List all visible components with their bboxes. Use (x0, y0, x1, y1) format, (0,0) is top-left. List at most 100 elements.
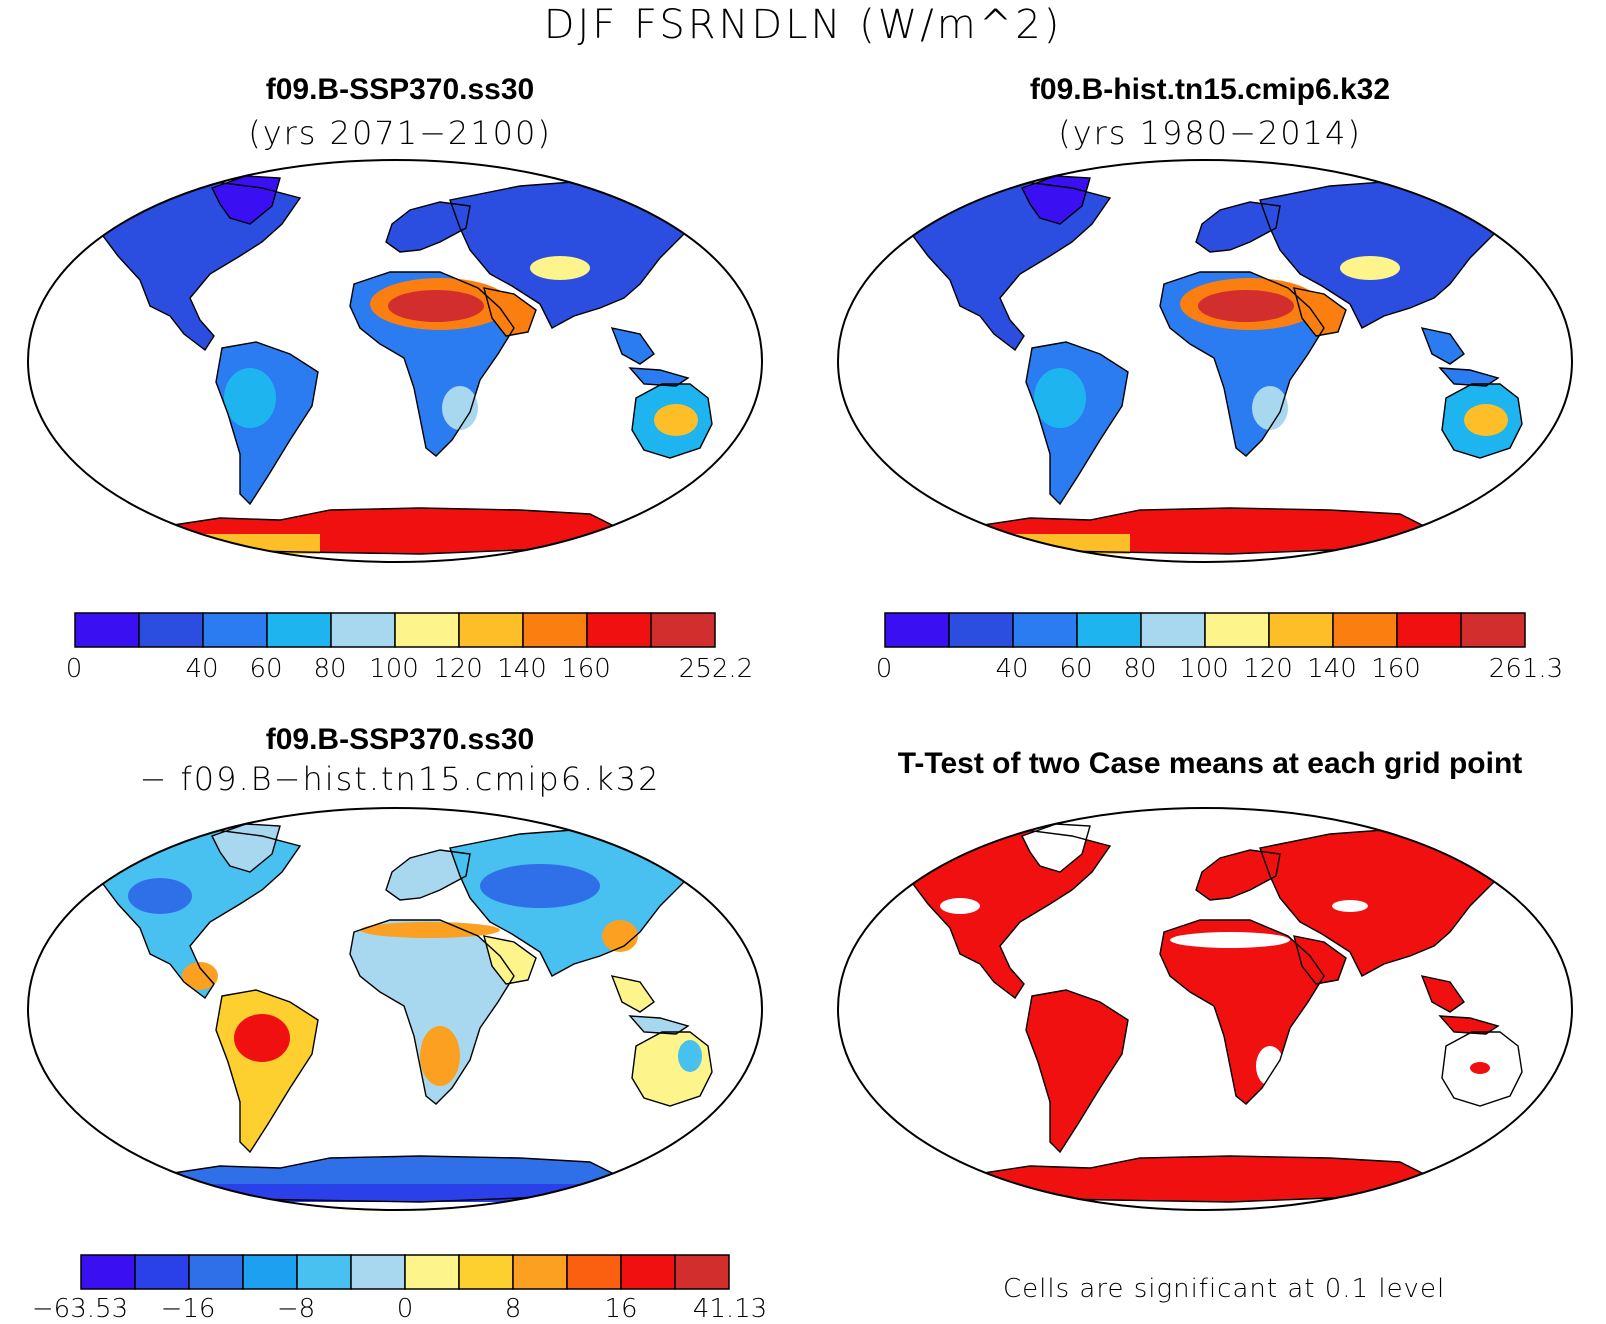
colorbar-tick: 40 (995, 654, 1029, 684)
colorbar-swatch (242, 1254, 298, 1290)
colorbar-swatch (188, 1254, 244, 1290)
samerica-coastline (215, 989, 319, 1154)
indo-region (1440, 368, 1498, 386)
namerica-coastline (91, 827, 302, 1000)
asia-region (1260, 828, 1510, 976)
shaded-region (480, 864, 600, 908)
indo-coastline (1438, 1015, 1500, 1035)
namerica-coastline (901, 179, 1112, 352)
colorbar-tick: 160 (1371, 654, 1421, 684)
samerica-coastline (215, 341, 319, 506)
asia-region (1260, 180, 1510, 328)
shaded-region (950, 534, 1130, 554)
panel-1-title: f09.B-SSP370.ss30 (265, 73, 535, 106)
panel-2-colorbar (884, 612, 1526, 648)
significance-note: Cells are significant at 0.1 level (1003, 1274, 1446, 1304)
colorbar-tick: 100 (369, 654, 419, 684)
shaded-region (1198, 290, 1294, 322)
shaded-region (140, 534, 320, 554)
colorbar-tick: 0 (65, 654, 83, 684)
europe-region (1196, 202, 1280, 252)
shaded-region (182, 962, 218, 990)
colorbar-tick: 100 (1179, 654, 1229, 684)
colorbar-swatch (266, 612, 332, 648)
namerica-coastline (901, 827, 1112, 1000)
map-outline (26, 806, 764, 1212)
asia-region (450, 180, 700, 328)
shaded-region (360, 922, 500, 938)
shaded-region (388, 290, 484, 322)
panel-2-map (836, 158, 1574, 564)
panel-3-map (26, 806, 764, 1212)
map-outline (26, 158, 764, 564)
indo-region (630, 368, 688, 386)
seasia-region (612, 328, 654, 364)
colorbar-tick: 252.2 (678, 654, 754, 684)
arabia-coastline (483, 287, 537, 337)
shaded-region (1252, 386, 1288, 430)
shaded-region (530, 256, 590, 280)
greenland-coastline (211, 823, 281, 873)
samerica-coastline (1025, 989, 1129, 1154)
shaded-region (678, 1040, 702, 1072)
africa-coastline (349, 271, 515, 457)
seasia-coastline (610, 327, 655, 365)
africa-region (350, 920, 514, 1104)
colorbar-swatch (350, 1254, 406, 1290)
australia-coastline (1441, 1031, 1523, 1107)
arabia-coastline (483, 935, 537, 985)
colorbar-tick: 8 (504, 1294, 522, 1324)
colorbar-swatch (1204, 612, 1270, 648)
samerica-coastline (1025, 341, 1129, 506)
colorbar-swatch (948, 612, 1014, 648)
greenland-coastline (1021, 823, 1091, 873)
colorbar-swatch (1460, 612, 1526, 648)
shaded-region (654, 404, 698, 436)
panel-1-map (26, 158, 764, 564)
europe-region (386, 202, 470, 252)
indo-coastline (1438, 367, 1500, 387)
indo-region (630, 1016, 688, 1034)
panel-2-title: f09.B-hist.tn15.cmip6.k32 (1029, 73, 1391, 106)
seasia-coastline (1420, 975, 1465, 1013)
seasia-region (1422, 976, 1464, 1012)
colorbar-tick: 80 (1123, 654, 1157, 684)
colorbar-swatch (458, 1254, 514, 1290)
colorbar-swatch (1268, 612, 1334, 648)
colorbar-tick: 60 (1059, 654, 1093, 684)
greenland-coastline (1021, 175, 1091, 225)
indo-region (1440, 1016, 1498, 1034)
seasia-region (1422, 328, 1464, 364)
colorbar-tick: −8 (276, 1294, 316, 1324)
colorbar-tick: 0 (396, 1294, 414, 1324)
shaded-region (1256, 1046, 1284, 1086)
arabia-coastline (1293, 287, 1347, 337)
seasia-coastline (1420, 327, 1465, 365)
shaded-region (442, 386, 478, 430)
africa-coastline (1159, 919, 1325, 1105)
colorbar-tick: 261.3 (1488, 654, 1564, 684)
samerica-region (1026, 990, 1128, 1152)
seasia-coastline (610, 975, 655, 1013)
africa-coastline (349, 919, 515, 1105)
shaded-region (420, 1026, 460, 1086)
colorbar-tick: 16 (604, 1294, 638, 1324)
colorbar-swatch (404, 1254, 460, 1290)
colorbar-swatch (522, 612, 588, 648)
colorbar-swatch (566, 1254, 622, 1290)
colorbar-swatch (674, 1254, 730, 1290)
panel-3-colorbar (80, 1254, 730, 1290)
shaded-region (1034, 368, 1086, 428)
colorbar-swatch (586, 612, 652, 648)
colorbar-swatch (80, 1254, 136, 1290)
europe-coastline (385, 201, 471, 253)
africa-coastline (1159, 271, 1325, 457)
shaded-region (1332, 900, 1368, 912)
colorbar-swatch (330, 612, 396, 648)
europe-coastline (1195, 849, 1281, 901)
europe-coastline (1195, 201, 1281, 253)
africa-region (1160, 920, 1324, 1104)
panel-1-subtitle: (yrs 2071−2100) (248, 114, 552, 152)
map-outline (836, 158, 1574, 564)
colorbar-tick: −63.53 (31, 1294, 129, 1324)
